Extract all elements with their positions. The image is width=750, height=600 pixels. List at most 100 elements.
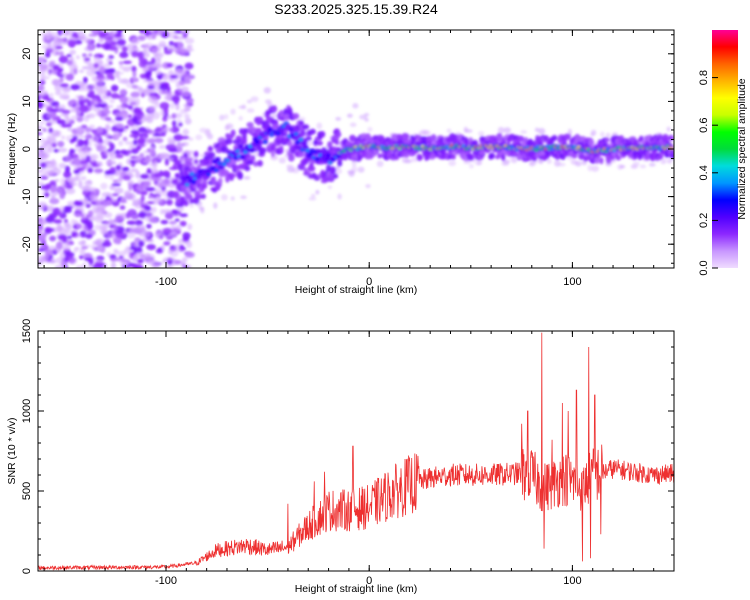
spectrogram-cell bbox=[98, 31, 106, 39]
spectrogram-cell bbox=[131, 116, 138, 123]
spectrogram-cell bbox=[166, 190, 176, 199]
spectrogram-cell bbox=[186, 44, 193, 48]
spectrogram-cell bbox=[135, 184, 146, 192]
spectrogram-cell bbox=[85, 114, 91, 119]
spectrogram-cell bbox=[250, 154, 256, 162]
spectrogram-cell bbox=[178, 122, 183, 127]
spectrogram-cell bbox=[305, 148, 310, 153]
spectrogram-cell bbox=[227, 172, 236, 179]
spectrogram-cell bbox=[292, 112, 300, 120]
snr-background bbox=[38, 331, 674, 571]
spectrogram-cell bbox=[122, 175, 131, 181]
spectrogram-cell bbox=[185, 183, 190, 187]
spectrogram-cell bbox=[174, 259, 182, 265]
y-tick-label: -20 bbox=[21, 236, 33, 252]
spectrogram-cell bbox=[225, 159, 230, 163]
spectrogram-cell bbox=[164, 265, 173, 268]
spectrogram-cell bbox=[551, 134, 558, 141]
spectrogram-cell bbox=[591, 165, 600, 172]
spectrogram-cell bbox=[69, 178, 76, 187]
spectrogram-cell bbox=[588, 138, 595, 147]
spectrogram-cell bbox=[380, 135, 385, 140]
spectrogram-cell bbox=[41, 44, 48, 50]
spectrogram-cell bbox=[38, 84, 45, 92]
spectrogram-cell bbox=[98, 84, 107, 92]
spectrogram-cell bbox=[74, 108, 80, 113]
spectrogram-cell bbox=[377, 153, 382, 159]
spectrogram-cell bbox=[184, 118, 192, 125]
colorbar-tick-label: 0.2 bbox=[698, 213, 710, 228]
spectrogram-cell bbox=[331, 146, 337, 151]
spectrogram-cell bbox=[101, 225, 108, 231]
spectrogram-cell bbox=[195, 134, 203, 141]
spectrogram-cell bbox=[39, 121, 46, 125]
spectrogram-cell bbox=[301, 124, 310, 130]
spectrogram-cell bbox=[163, 94, 170, 101]
spectrogram-cell bbox=[142, 52, 150, 58]
spectrogram-cell bbox=[44, 160, 53, 164]
spectrogram-cell bbox=[57, 234, 68, 241]
spectrogram-cell bbox=[600, 131, 605, 138]
spectrogram-cell bbox=[117, 77, 123, 84]
spectrogram-cell bbox=[100, 182, 108, 190]
spectrogram-cell bbox=[54, 245, 62, 254]
spectrogram-cell bbox=[91, 214, 99, 221]
spectrogram-cell bbox=[250, 148, 255, 152]
spectrogram-cell bbox=[563, 133, 572, 141]
spectrogram-cell bbox=[74, 213, 82, 217]
spectrogram-cell bbox=[130, 37, 141, 45]
spectrogram-cell bbox=[130, 228, 139, 233]
spectrogram-cell bbox=[294, 132, 299, 136]
spectrogram-cell bbox=[96, 161, 103, 166]
spectrogram-cell bbox=[109, 254, 117, 259]
spectrogram-cell bbox=[90, 153, 99, 160]
y-tick-label: 20 bbox=[21, 48, 33, 60]
spectrogram-cell bbox=[286, 164, 294, 169]
spectrogram-cell bbox=[38, 229, 43, 236]
spectrogram-cell bbox=[122, 136, 128, 142]
spectrogram-cell bbox=[326, 153, 331, 157]
spectrogram-cell bbox=[161, 170, 171, 177]
spectrogram-cell bbox=[351, 159, 357, 167]
spectrogram-cell bbox=[168, 220, 177, 225]
spectrogram-cell bbox=[520, 130, 528, 134]
spectrogram-cell bbox=[152, 197, 161, 203]
spectrogram-cell bbox=[165, 44, 176, 52]
spectrogram-cell bbox=[135, 97, 141, 106]
spectrogram-cell bbox=[365, 184, 371, 189]
spectrogram-cell bbox=[278, 157, 286, 164]
colorbar-tick-label: 0.8 bbox=[698, 70, 710, 85]
spectrogram-cell bbox=[54, 178, 60, 182]
spectrogram-cell bbox=[38, 201, 48, 210]
spectrogram-cell bbox=[175, 102, 180, 111]
spectrogram-cell bbox=[78, 104, 89, 113]
spectrogram-cell bbox=[255, 127, 262, 134]
spectrogram-cell bbox=[166, 62, 174, 68]
spectrogram-cell bbox=[124, 141, 132, 145]
spectrogram-cell bbox=[154, 100, 160, 108]
spectrogram-cell bbox=[168, 147, 178, 153]
spectrogram-cell bbox=[127, 114, 133, 119]
spectrogram-cell bbox=[130, 168, 139, 173]
spectrogram-cell bbox=[590, 129, 597, 136]
snr-panel: -100 0 100 0 500 1000 1500 Height of straight… bbox=[6, 319, 675, 595]
y-tick-label: 1000 bbox=[21, 399, 33, 423]
spectrogram-cell bbox=[143, 150, 151, 154]
spectrogram-cell bbox=[118, 222, 125, 227]
spectrogram-cell bbox=[298, 151, 305, 158]
spectrogram-cell bbox=[63, 229, 71, 234]
spectrogram-cell bbox=[109, 99, 115, 104]
spectrogram-cell bbox=[114, 187, 124, 195]
spectrogram-cell bbox=[116, 39, 126, 46]
spectrogram-cell bbox=[131, 255, 139, 262]
y-tick-label: 1500 bbox=[21, 319, 33, 343]
spectrogram-cell bbox=[87, 140, 93, 148]
spectrogram-cell bbox=[288, 153, 295, 162]
spectrogram-cell bbox=[346, 113, 353, 118]
spectrogram-cell bbox=[50, 129, 60, 137]
spectrogram-cell bbox=[67, 100, 73, 109]
spectrogram-cell bbox=[488, 152, 496, 160]
spectrogram-cell bbox=[118, 175, 123, 181]
spectrogram-cell bbox=[173, 134, 184, 141]
spectrogram-cell bbox=[38, 245, 46, 249]
